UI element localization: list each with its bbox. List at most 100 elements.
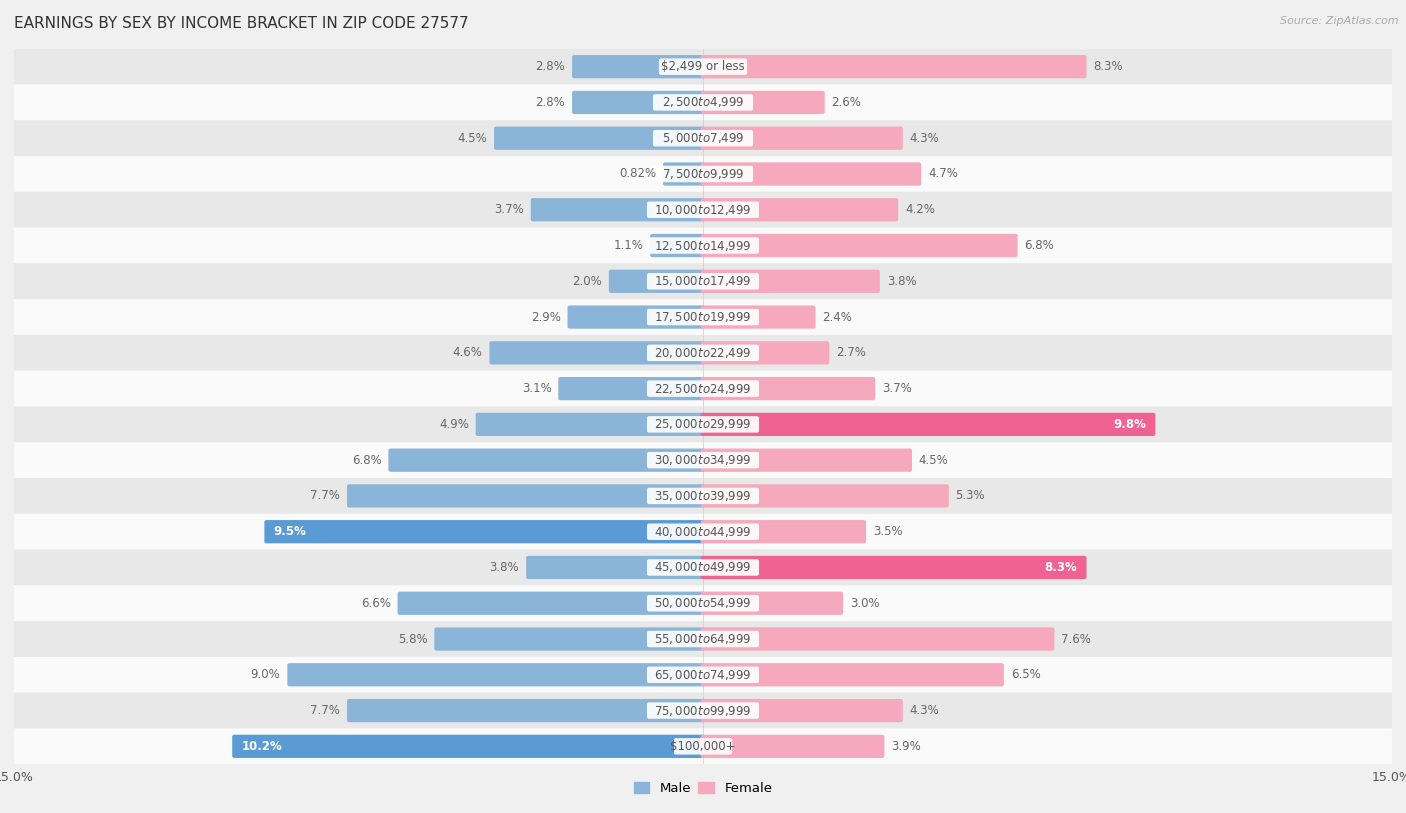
Text: $17,500 to $19,999: $17,500 to $19,999: [654, 310, 752, 324]
Text: 6.8%: 6.8%: [352, 454, 381, 467]
FancyBboxPatch shape: [14, 263, 1392, 299]
Text: 4.6%: 4.6%: [453, 346, 482, 359]
FancyBboxPatch shape: [647, 595, 759, 611]
FancyBboxPatch shape: [700, 306, 815, 328]
FancyBboxPatch shape: [264, 520, 706, 543]
FancyBboxPatch shape: [531, 198, 706, 221]
Text: $75,000 to $99,999: $75,000 to $99,999: [654, 703, 752, 718]
FancyBboxPatch shape: [558, 377, 706, 400]
Text: 2.0%: 2.0%: [572, 275, 602, 288]
Text: 4.9%: 4.9%: [439, 418, 468, 431]
Text: $55,000 to $64,999: $55,000 to $64,999: [654, 632, 752, 646]
FancyBboxPatch shape: [14, 156, 1392, 192]
FancyBboxPatch shape: [434, 628, 706, 650]
FancyBboxPatch shape: [700, 485, 949, 507]
Text: $7,500 to $9,999: $7,500 to $9,999: [662, 167, 744, 181]
Text: 7.6%: 7.6%: [1062, 633, 1091, 646]
FancyBboxPatch shape: [14, 192, 1392, 228]
FancyBboxPatch shape: [647, 452, 759, 468]
Text: $22,500 to $24,999: $22,500 to $24,999: [654, 381, 752, 396]
FancyBboxPatch shape: [14, 85, 1392, 120]
FancyBboxPatch shape: [647, 202, 759, 218]
FancyBboxPatch shape: [700, 413, 1156, 436]
FancyBboxPatch shape: [14, 120, 1392, 156]
FancyBboxPatch shape: [652, 94, 754, 111]
Text: $35,000 to $39,999: $35,000 to $39,999: [654, 489, 752, 503]
FancyBboxPatch shape: [14, 621, 1392, 657]
Text: 4.3%: 4.3%: [910, 132, 939, 145]
Text: 0.82%: 0.82%: [619, 167, 657, 180]
FancyBboxPatch shape: [14, 657, 1392, 693]
Text: 4.5%: 4.5%: [457, 132, 486, 145]
Text: 2.7%: 2.7%: [837, 346, 866, 359]
FancyBboxPatch shape: [526, 556, 706, 579]
FancyBboxPatch shape: [650, 234, 706, 257]
FancyBboxPatch shape: [647, 309, 759, 325]
Text: $50,000 to $54,999: $50,000 to $54,999: [654, 596, 752, 611]
FancyBboxPatch shape: [659, 59, 747, 75]
Text: 3.0%: 3.0%: [851, 597, 880, 610]
FancyBboxPatch shape: [647, 524, 759, 540]
FancyBboxPatch shape: [700, 341, 830, 364]
FancyBboxPatch shape: [609, 270, 706, 293]
FancyBboxPatch shape: [572, 55, 706, 78]
Text: 6.5%: 6.5%: [1011, 668, 1040, 681]
FancyBboxPatch shape: [572, 91, 706, 114]
FancyBboxPatch shape: [647, 380, 759, 397]
FancyBboxPatch shape: [14, 228, 1392, 263]
Text: 4.7%: 4.7%: [928, 167, 957, 180]
FancyBboxPatch shape: [388, 449, 706, 472]
Text: 6.6%: 6.6%: [361, 597, 391, 610]
Text: $45,000 to $49,999: $45,000 to $49,999: [654, 560, 752, 575]
FancyBboxPatch shape: [14, 693, 1392, 728]
FancyBboxPatch shape: [700, 234, 1018, 257]
Text: 2.8%: 2.8%: [536, 60, 565, 73]
Text: $12,500 to $14,999: $12,500 to $14,999: [654, 238, 752, 253]
FancyBboxPatch shape: [700, 270, 880, 293]
Text: 6.8%: 6.8%: [1025, 239, 1054, 252]
FancyBboxPatch shape: [700, 198, 898, 221]
Text: 2.9%: 2.9%: [530, 311, 561, 324]
FancyBboxPatch shape: [673, 738, 733, 754]
Text: $40,000 to $44,999: $40,000 to $44,999: [654, 524, 752, 539]
Text: $30,000 to $34,999: $30,000 to $34,999: [654, 453, 752, 467]
Text: Source: ZipAtlas.com: Source: ZipAtlas.com: [1281, 16, 1399, 26]
FancyBboxPatch shape: [489, 341, 706, 364]
FancyBboxPatch shape: [568, 306, 706, 328]
FancyBboxPatch shape: [647, 631, 759, 647]
Text: 1.1%: 1.1%: [613, 239, 644, 252]
Text: 3.7%: 3.7%: [494, 203, 524, 216]
FancyBboxPatch shape: [647, 237, 759, 254]
Text: $100,000+: $100,000+: [671, 740, 735, 753]
FancyBboxPatch shape: [14, 550, 1392, 585]
Text: 8.3%: 8.3%: [1094, 60, 1123, 73]
Text: 3.9%: 3.9%: [891, 740, 921, 753]
FancyBboxPatch shape: [700, 377, 875, 400]
Text: 9.0%: 9.0%: [250, 668, 280, 681]
FancyBboxPatch shape: [647, 667, 759, 683]
Legend: Male, Female: Male, Female: [628, 777, 778, 801]
FancyBboxPatch shape: [700, 91, 825, 114]
Text: 3.1%: 3.1%: [522, 382, 551, 395]
Text: 5.8%: 5.8%: [398, 633, 427, 646]
Text: 3.5%: 3.5%: [873, 525, 903, 538]
FancyBboxPatch shape: [14, 728, 1392, 764]
Text: $5,000 to $7,499: $5,000 to $7,499: [662, 131, 744, 146]
Text: $15,000 to $17,499: $15,000 to $17,499: [654, 274, 752, 289]
FancyBboxPatch shape: [700, 520, 866, 543]
Text: 3.8%: 3.8%: [887, 275, 917, 288]
Text: 2.4%: 2.4%: [823, 311, 852, 324]
Text: 2.8%: 2.8%: [536, 96, 565, 109]
FancyBboxPatch shape: [647, 702, 759, 719]
FancyBboxPatch shape: [14, 371, 1392, 406]
Text: $10,000 to $12,499: $10,000 to $12,499: [654, 202, 752, 217]
FancyBboxPatch shape: [700, 699, 903, 722]
Text: 8.3%: 8.3%: [1045, 561, 1077, 574]
FancyBboxPatch shape: [647, 488, 759, 504]
FancyBboxPatch shape: [652, 130, 754, 146]
FancyBboxPatch shape: [647, 273, 759, 289]
FancyBboxPatch shape: [398, 592, 706, 615]
FancyBboxPatch shape: [14, 406, 1392, 442]
FancyBboxPatch shape: [14, 478, 1392, 514]
Text: 4.3%: 4.3%: [910, 704, 939, 717]
